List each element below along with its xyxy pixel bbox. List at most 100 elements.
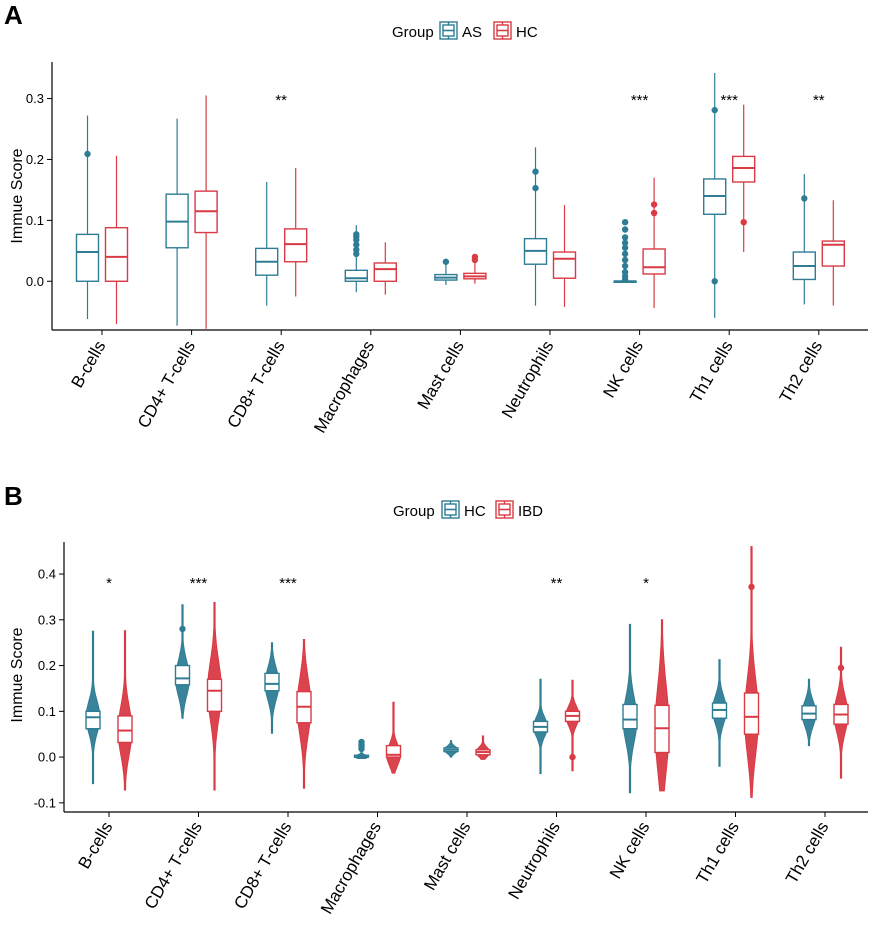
box-hc-nk-cells-a bbox=[642, 248, 666, 275]
outlier-as-nk-cells-a bbox=[621, 262, 629, 270]
significance-cd4plus-t-cells-b: *** bbox=[190, 575, 208, 592]
outlier-hc-th1-cells-a bbox=[740, 218, 747, 226]
outlier-as-macrophages-a bbox=[353, 231, 360, 238]
significance-nk-cells-b: * bbox=[643, 575, 649, 592]
y-axis-title-b: Immue Score bbox=[9, 627, 26, 722]
legend-a-key-hc-icon bbox=[493, 21, 512, 40]
x-tick-label-mast-cells-b: Mast cells bbox=[420, 819, 474, 894]
y-tick-label-b: 0.2 bbox=[38, 658, 56, 673]
box-hc-cd4plus-t-cells-b bbox=[174, 664, 191, 686]
x-tick-label-cd4plus-t-cells-b: CD4+ T-cells bbox=[141, 819, 206, 913]
x-tick-label-neutrophils-a: Neutrophils bbox=[498, 338, 557, 422]
legend-a-title: Group bbox=[392, 24, 434, 41]
y-tick-label-a: 0.0 bbox=[26, 274, 44, 289]
y-tick-label-b: -0.1 bbox=[34, 795, 56, 810]
x-tick-label-b-cells-a: B-cells bbox=[68, 338, 110, 392]
box-as-b-cells-a bbox=[75, 233, 100, 282]
x-tick-label-cd8plus-t-cells-a: CD8+ T-cells bbox=[223, 338, 288, 432]
box-hc-b-cells-b bbox=[85, 710, 101, 730]
significance-cd8plus-t-cells-b: *** bbox=[279, 575, 297, 592]
outlier-as-th2-cells-a bbox=[801, 195, 808, 202]
significance-cd8plus-t-cells-a: ** bbox=[275, 92, 287, 109]
box-ibd-b-cells-b bbox=[117, 715, 133, 744]
x-tick-label-macrophages-b: Macrophages bbox=[317, 819, 385, 918]
y-tick-label-a: 0.3 bbox=[26, 91, 44, 106]
outlier-hc-cd4plus-t-cells-b bbox=[179, 625, 186, 633]
outlier-hc-nk-cells-a bbox=[650, 209, 658, 217]
box-ibd-cd4plus-t-cells-b bbox=[206, 678, 223, 713]
box-hc-th2-cells-a bbox=[821, 240, 845, 267]
outlier-as-nk-cells-a bbox=[621, 218, 629, 226]
outlier-as-mast-cells-a bbox=[442, 258, 450, 265]
box-ibd-macrophages-b bbox=[385, 744, 402, 758]
legend-a-label-as: AS bbox=[462, 24, 482, 41]
box-hc-th1-cells-a bbox=[732, 155, 756, 183]
box-hc-cd8plus-t-cells-a bbox=[284, 228, 308, 263]
panel-b: B Group HC IBD Immue Score -0.1 0.0 0.1 0.2… bbox=[4, 481, 868, 917]
outlier-ibd-th1-cells-b bbox=[748, 583, 755, 591]
y-tick-label-b: 0.3 bbox=[38, 612, 56, 627]
outlier-ibd-th2-cells-b bbox=[837, 664, 845, 672]
x-tick-label-nk-cells-b: NK cells bbox=[606, 819, 654, 883]
box-hc-b-cells-a bbox=[104, 226, 129, 282]
outlier-ibd-neutrophils-b bbox=[569, 753, 576, 761]
outlier-as-nk-cells-a bbox=[621, 268, 629, 276]
x-tick-label-th2-cells-b: Th2 cells bbox=[782, 819, 832, 887]
outlier-as-th1-cells-a bbox=[711, 278, 718, 285]
legend-a: Group AS HC bbox=[392, 21, 538, 41]
legend-b-key-hc-icon bbox=[441, 500, 460, 519]
violin-hc-cd4plus-t-cells-b bbox=[174, 604, 191, 719]
x-tick-label-neutrophils-b: Neutrophils bbox=[505, 819, 564, 903]
panel-b-letter: B bbox=[4, 481, 23, 511]
violin-ibd-b-cells-b bbox=[117, 630, 133, 791]
plot-area-a: 0.0 0.1 0.2 0.3 B-cells CD4+ T-cells CD8+ T-ce… bbox=[26, 62, 868, 436]
box-hc-cd8plus-t-cells-b bbox=[264, 672, 280, 692]
significance-th2-cells-a: ** bbox=[813, 92, 825, 109]
x-tick-label-cd8plus-t-cells-b: CD8+ T-cells bbox=[230, 819, 295, 913]
legend-a-key-as-icon bbox=[439, 21, 458, 40]
x-tick-label-nk-cells-a: NK cells bbox=[599, 338, 647, 402]
outlier-as-macrophages-a bbox=[353, 246, 360, 253]
legend-b-label-ibd: IBD bbox=[518, 503, 543, 520]
outlier-as-nk-cells-a bbox=[621, 239, 629, 247]
box-hc-macrophages-a bbox=[373, 262, 397, 282]
legend-b: Group HC IBD bbox=[393, 500, 543, 520]
y-tick-label-a: 0.1 bbox=[26, 213, 44, 228]
legend-b-title: Group bbox=[393, 503, 435, 520]
outlier-as-neutrophils-a bbox=[532, 184, 539, 192]
plot-area-b: -0.1 0.0 0.1 0.2 0.3 0.4 B-cells * CD4+ T-cells *… bbox=[34, 542, 868, 917]
y-tick-label-b: 0.0 bbox=[38, 750, 56, 765]
significance-th1-cells-a: *** bbox=[720, 92, 738, 109]
box-as-macrophages-a bbox=[344, 269, 368, 282]
legend-b-label-hc: HC bbox=[464, 503, 486, 520]
violin-hc-b-cells-b bbox=[85, 630, 101, 785]
box-ibd-th1-cells-b bbox=[743, 692, 760, 735]
y-tick-label-b: 0.4 bbox=[38, 567, 56, 582]
x-tick-label-macrophages-a: Macrophages bbox=[310, 338, 378, 437]
outlier-hc-mast-cells-a bbox=[471, 253, 479, 261]
y-tick-label-a: 0.2 bbox=[26, 152, 44, 167]
panel-a-letter: A bbox=[4, 0, 23, 30]
significance-nk-cells-a: *** bbox=[631, 92, 649, 109]
outlier-as-nk-cells-a bbox=[621, 250, 629, 258]
violin-ibd-mast-cells-b bbox=[475, 735, 491, 760]
outlier-as-b-cells-a bbox=[84, 150, 91, 158]
x-tick-label-b-cells-b: B-cells bbox=[75, 819, 117, 873]
outlier-hc-nk-cells-a bbox=[650, 201, 658, 208]
outlier-hc-macrophages-b bbox=[358, 738, 365, 746]
x-tick-label-mast-cells-a: Mast cells bbox=[414, 338, 468, 413]
x-tick-label-th1-cells-b: Th1 cells bbox=[692, 819, 742, 887]
box-hc-neutrophils-a bbox=[552, 251, 577, 279]
panel-a: A Group AS HC Immue Score 0.0 0.1 0.2 0.3 B-… bbox=[4, 0, 868, 436]
legend-b-key-ibd-icon bbox=[495, 500, 514, 519]
legend-a-label-hc: HC bbox=[516, 24, 538, 41]
outlier-as-nk-cells-a bbox=[621, 256, 629, 264]
outlier-as-nk-cells-a bbox=[621, 226, 629, 233]
significance-b-cells-b: * bbox=[106, 575, 112, 592]
y-axis-title-a: Immue Score bbox=[9, 148, 26, 243]
violin-ibd-macrophages-b bbox=[386, 701, 401, 774]
outlier-as-nk-cells-a bbox=[621, 234, 629, 241]
y-tick-label-b: 0.1 bbox=[38, 704, 56, 719]
x-tick-label-th2-cells-a: Th2 cells bbox=[776, 338, 826, 406]
